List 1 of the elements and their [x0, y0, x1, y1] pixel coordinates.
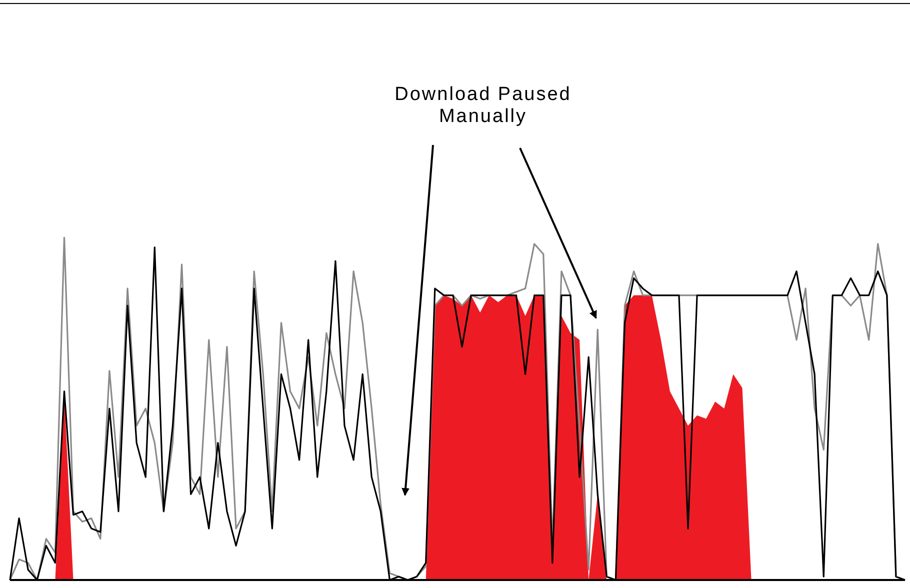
- text: Download Paused Manually: [394, 84, 572, 128]
